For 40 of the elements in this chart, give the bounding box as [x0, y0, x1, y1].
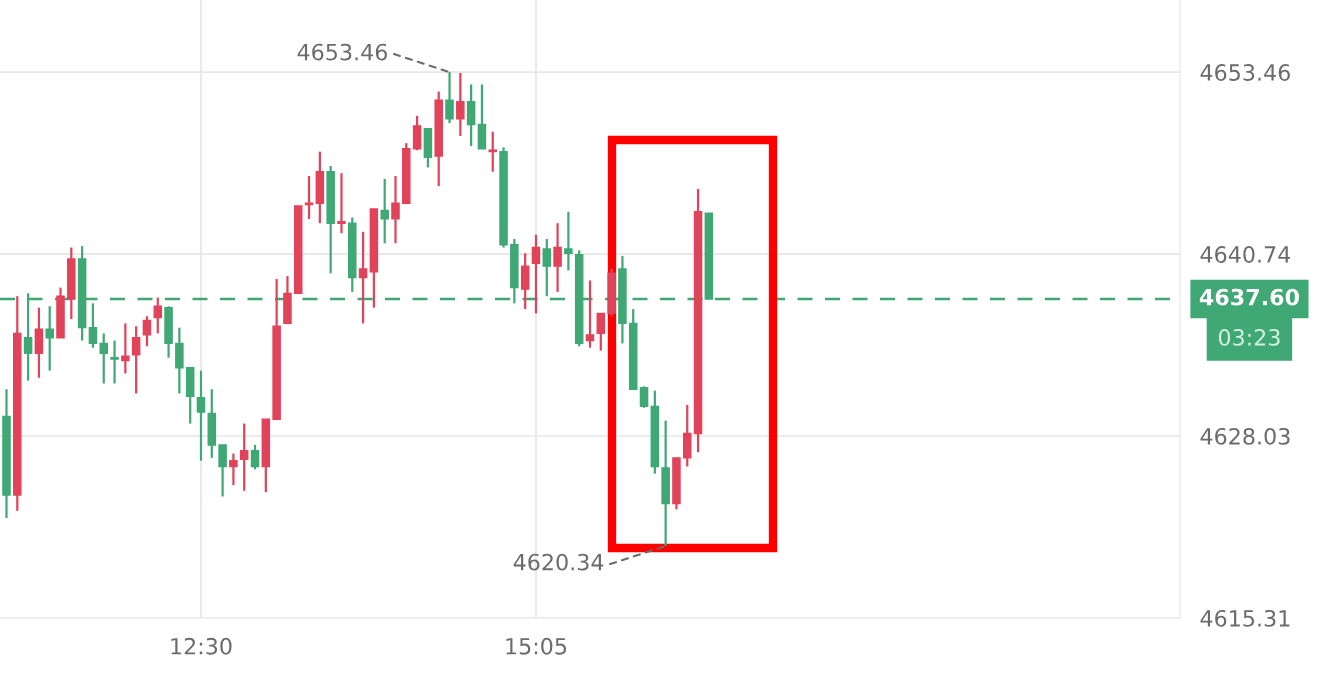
- candlestick: [553, 222, 562, 294]
- candlestick: [391, 174, 400, 245]
- y-tick-label: 4653.46: [1200, 64, 1290, 81]
- candlestick: [520, 252, 530, 311]
- candlestick: [239, 422, 249, 492]
- y-tick-label: 4615.31: [1200, 609, 1290, 627]
- candlestick: [585, 279, 595, 349]
- candlestick: [445, 71, 454, 125]
- candlestick: [229, 452, 238, 487]
- candlestick: [596, 312, 606, 352]
- candlestick: [531, 233, 541, 315]
- candlestick: [142, 315, 152, 348]
- candlestick: [110, 339, 119, 385]
- y-tick-label: 4640.74: [1200, 246, 1291, 263]
- candlestick: [358, 230, 368, 325]
- candlestick: [542, 237, 552, 298]
- candlestick: [196, 369, 206, 462]
- candlestick: [337, 172, 346, 235]
- candlestick: [304, 174, 314, 221]
- x-tick-label: 12:30: [171, 637, 232, 655]
- candlestick: [250, 443, 260, 471]
- candlestick: [99, 332, 108, 385]
- candlestick: [412, 114, 422, 152]
- candlestick: [380, 177, 389, 245]
- text: 03:23: [1218, 328, 1280, 346]
- candlestick: [218, 443, 227, 498]
- y-tick-label: 4628.03: [1200, 427, 1290, 445]
- candlestick: [456, 71, 465, 138]
- candlestick: [466, 83, 476, 148]
- annotation: 4653.46: [297, 43, 388, 61]
- ref-line-label: 4637.60: [1199, 288, 1299, 306]
- candlestick: [639, 385, 649, 409]
- candlestick: [88, 302, 98, 349]
- candlestick: [564, 210, 573, 272]
- candlestick: [45, 305, 54, 372]
- candlestick: [121, 322, 130, 375]
- candlestick: [153, 296, 163, 335]
- candlestick: [131, 325, 141, 395]
- x-tick-label: 15:05: [506, 637, 567, 655]
- annotation: 4620.34: [513, 553, 604, 571]
